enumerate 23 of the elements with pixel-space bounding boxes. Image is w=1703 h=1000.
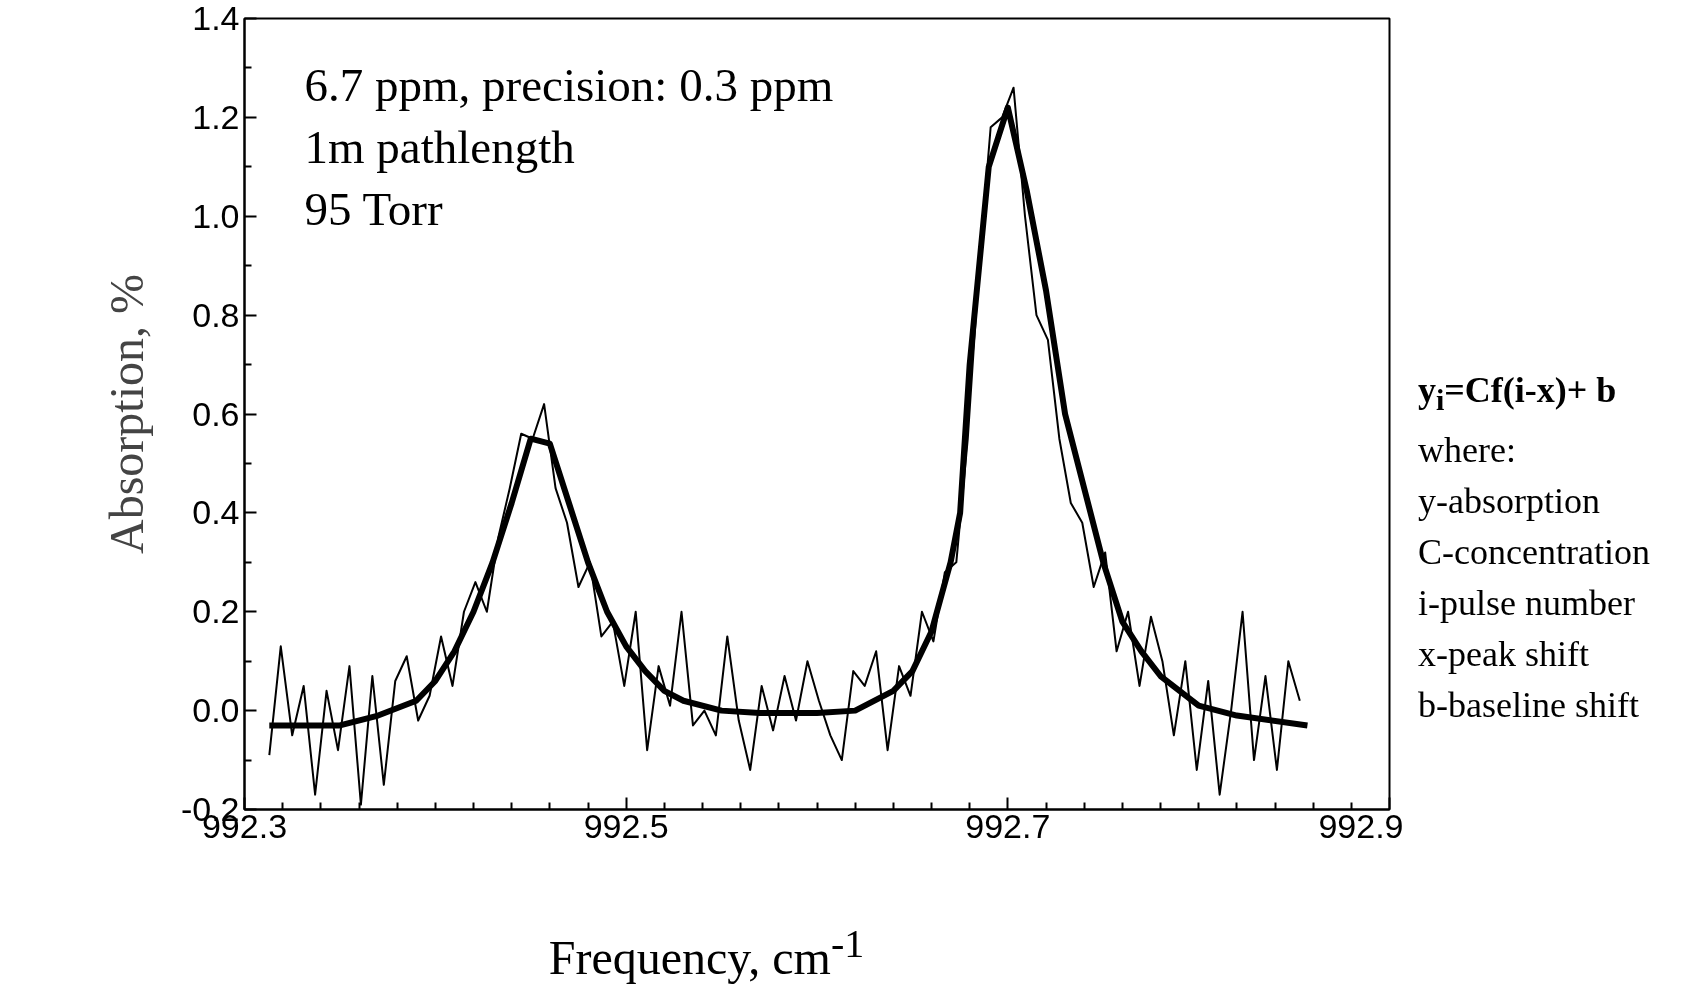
annotation: 95 Torr	[304, 182, 443, 235]
text: C-concentration	[1418, 531, 1650, 575]
y-tick-label: 0.4	[192, 493, 240, 532]
annotation: 6.7 ppm, precision: 0.3 ppm	[304, 58, 834, 111]
y-tick-label: 0.0	[192, 691, 240, 730]
x-tick-label: 992.5	[583, 806, 669, 845]
y-tick-label: 1.4	[192, 0, 240, 37]
text: i-pulse number	[1418, 582, 1636, 626]
text: b-baseline shift	[1418, 684, 1640, 728]
y-tick-label: 0.8	[192, 295, 240, 334]
text: where:	[1418, 429, 1517, 473]
text: y-absorption	[1418, 480, 1601, 524]
y-tick-label: 1.0	[192, 196, 240, 235]
text: x-peak shift	[1418, 633, 1590, 677]
y-tick-label: 0.2	[192, 592, 240, 631]
y-axis-title: Absorption, %	[99, 274, 153, 554]
annotation: 1m pathlength	[304, 120, 575, 173]
x-tick-label: 992.9	[1318, 806, 1404, 845]
text: y$_{i}$=Cf(i-x)+ b	[1418, 369, 1618, 419]
y-tick-label: 0.6	[192, 394, 240, 433]
x-tick-label: 992.7	[965, 806, 1051, 845]
y-tick-label: 1.2	[192, 97, 240, 136]
x-axis-title: Frequency, cm$^{-1}$	[548, 920, 865, 986]
